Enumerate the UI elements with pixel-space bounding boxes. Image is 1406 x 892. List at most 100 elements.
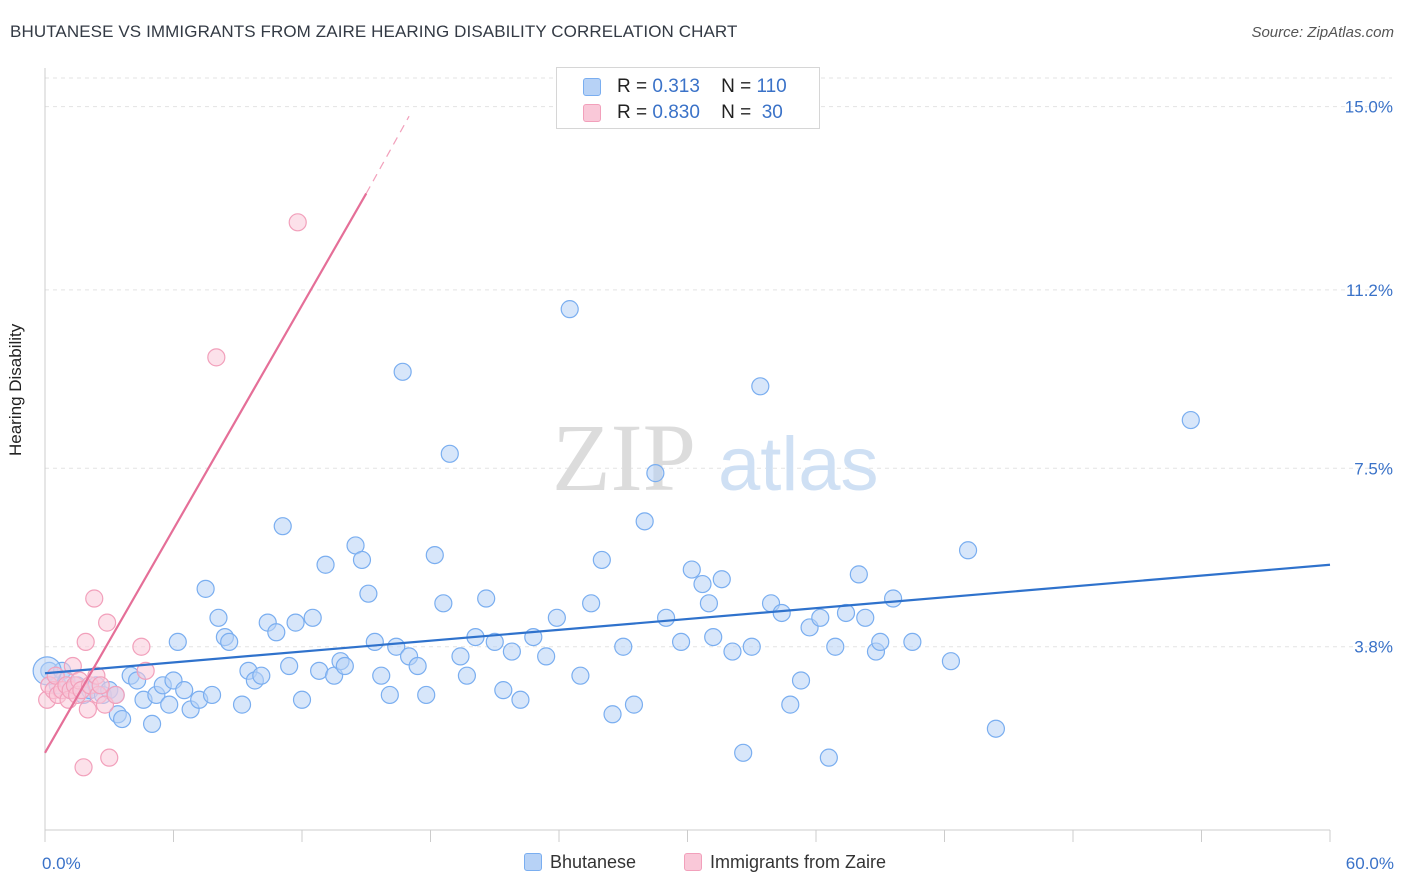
bhutanese-point [316, 555, 335, 574]
bhutanese-point [1181, 410, 1200, 430]
legend-text: R = 0.313 N = 110 [617, 76, 787, 98]
bhutanese-point [742, 637, 761, 656]
bhutanese-point [408, 656, 427, 676]
bhutanese-point [232, 695, 252, 714]
bhutanese-point [485, 632, 504, 652]
legend-n-label: N = [721, 102, 752, 123]
bhutanese-point [635, 512, 654, 531]
x-tick-label-min: 0.0% [42, 854, 81, 873]
zaire-point [288, 213, 307, 232]
x-ticks [44, 830, 1331, 842]
bhutanese-point [352, 550, 372, 570]
x-tick-label-max: 60.0% [1346, 854, 1394, 873]
bhutanese-point [112, 709, 132, 729]
zaire-point [98, 613, 117, 632]
zaire-point [100, 748, 119, 767]
y-tick-label: 3.8% [1354, 638, 1393, 657]
bhutanese-point [457, 666, 477, 685]
zaire-point [76, 632, 95, 652]
bottom-legend-swatch-blue [524, 853, 542, 871]
legend-r-label: R = [617, 102, 648, 123]
bhutanese-point [772, 603, 791, 623]
bhutanese-point [417, 685, 436, 705]
legend-r-label: R = [617, 76, 648, 97]
bhutanese-point [434, 594, 453, 613]
bhutanese-point [273, 517, 292, 536]
bhutanese-point [693, 574, 712, 594]
watermark-zip: ZIP [552, 404, 696, 511]
bhutanese-point [614, 637, 633, 656]
bhutanese-point [380, 685, 399, 705]
bhutanese-point [267, 623, 286, 642]
bhutanese-point [624, 695, 644, 714]
y-tick-label: 15.0% [1345, 98, 1393, 117]
bhutanese-point [592, 550, 611, 570]
bhutanese-point [883, 589, 903, 608]
bhutanese-point [712, 570, 731, 589]
legend-n-value: 30 [761, 102, 783, 123]
y-tick-labels: 3.8% 7.5% 11.2% 15.0% [1345, 98, 1393, 657]
bhutanese-point [560, 300, 579, 319]
bhutanese-point [511, 690, 530, 709]
watermark: ZIP atlas [552, 404, 879, 511]
bottom-legend-label: Immigrants from Zaire [710, 852, 887, 872]
bhutanese-point [571, 666, 590, 685]
y-tick-label: 11.2% [1346, 281, 1393, 300]
bhutanese-point [582, 594, 601, 613]
bhutanese-point [836, 603, 856, 623]
bhutanese-point [791, 671, 811, 690]
bhutanese-point [160, 695, 179, 714]
source-label: Source: ZipAtlas.com [1251, 24, 1394, 41]
legend-n-label: N = [721, 76, 752, 97]
zaire-point [136, 661, 155, 680]
zaire-point [74, 758, 93, 777]
bhutanese-point [220, 632, 239, 652]
trend-lines [44, 115, 1331, 754]
zaire-point [132, 637, 151, 656]
y-tick-label: 7.5% [1354, 459, 1393, 478]
bhutanese-point [477, 589, 496, 608]
bhutanese-point [425, 546, 444, 565]
bhutanese-point [751, 377, 770, 396]
bhutanese-point [202, 685, 222, 705]
bhutanese-point [280, 656, 299, 676]
bhutanese-point [819, 748, 838, 767]
bhutanese-point [286, 613, 305, 632]
bhutanese-point [671, 632, 691, 652]
bhutanese-point [656, 608, 676, 627]
bhutanese-point [494, 681, 513, 700]
grid-lines [45, 77, 1392, 648]
bhutanese-point [196, 579, 215, 598]
bhutanese-point [451, 647, 470, 666]
bhutanese-point [986, 719, 1006, 738]
bhutanese-point [175, 681, 194, 700]
chart-title: BHUTANESE VS IMMIGRANTS FROM ZAIRE HEARI… [10, 22, 738, 41]
bottom-legend-swatch-pink [684, 853, 702, 871]
bhutanese-point [682, 560, 701, 579]
bhutanese-point [365, 632, 384, 652]
bottom-legend-label: Bhutanese [550, 852, 637, 872]
bhutanese-point [781, 695, 800, 714]
bhutanese-point [856, 608, 875, 627]
bhutanese-point [646, 464, 665, 483]
bhutanese-point [359, 584, 378, 603]
bhutanese-trend-line [44, 563, 1331, 675]
bhutanese-point [903, 632, 922, 652]
y-axis-label: Hearing Disability [6, 323, 25, 456]
zaire-point [91, 676, 110, 695]
bhutanese-point [547, 608, 566, 627]
bhutanese-point [393, 362, 412, 381]
legend: R = 0.313 N = 110 R = 0.830 N = 30 [556, 67, 820, 129]
zaire-point [207, 348, 226, 367]
zaire-trend-line [44, 192, 368, 754]
bhutanese-point [699, 594, 719, 613]
watermark-atlas: atlas [718, 422, 879, 507]
bhutanese-point [303, 608, 322, 627]
bottom-legend-bhutanese: Bhutanese [524, 852, 636, 873]
legend-r-value: 0.830 [652, 102, 700, 123]
bhutanese-point [704, 627, 723, 647]
bhutanese-point [603, 705, 622, 724]
bhutanese-point [734, 743, 753, 762]
bhutanese-point [335, 656, 354, 676]
legend-r-value: 0.313 [652, 76, 700, 97]
